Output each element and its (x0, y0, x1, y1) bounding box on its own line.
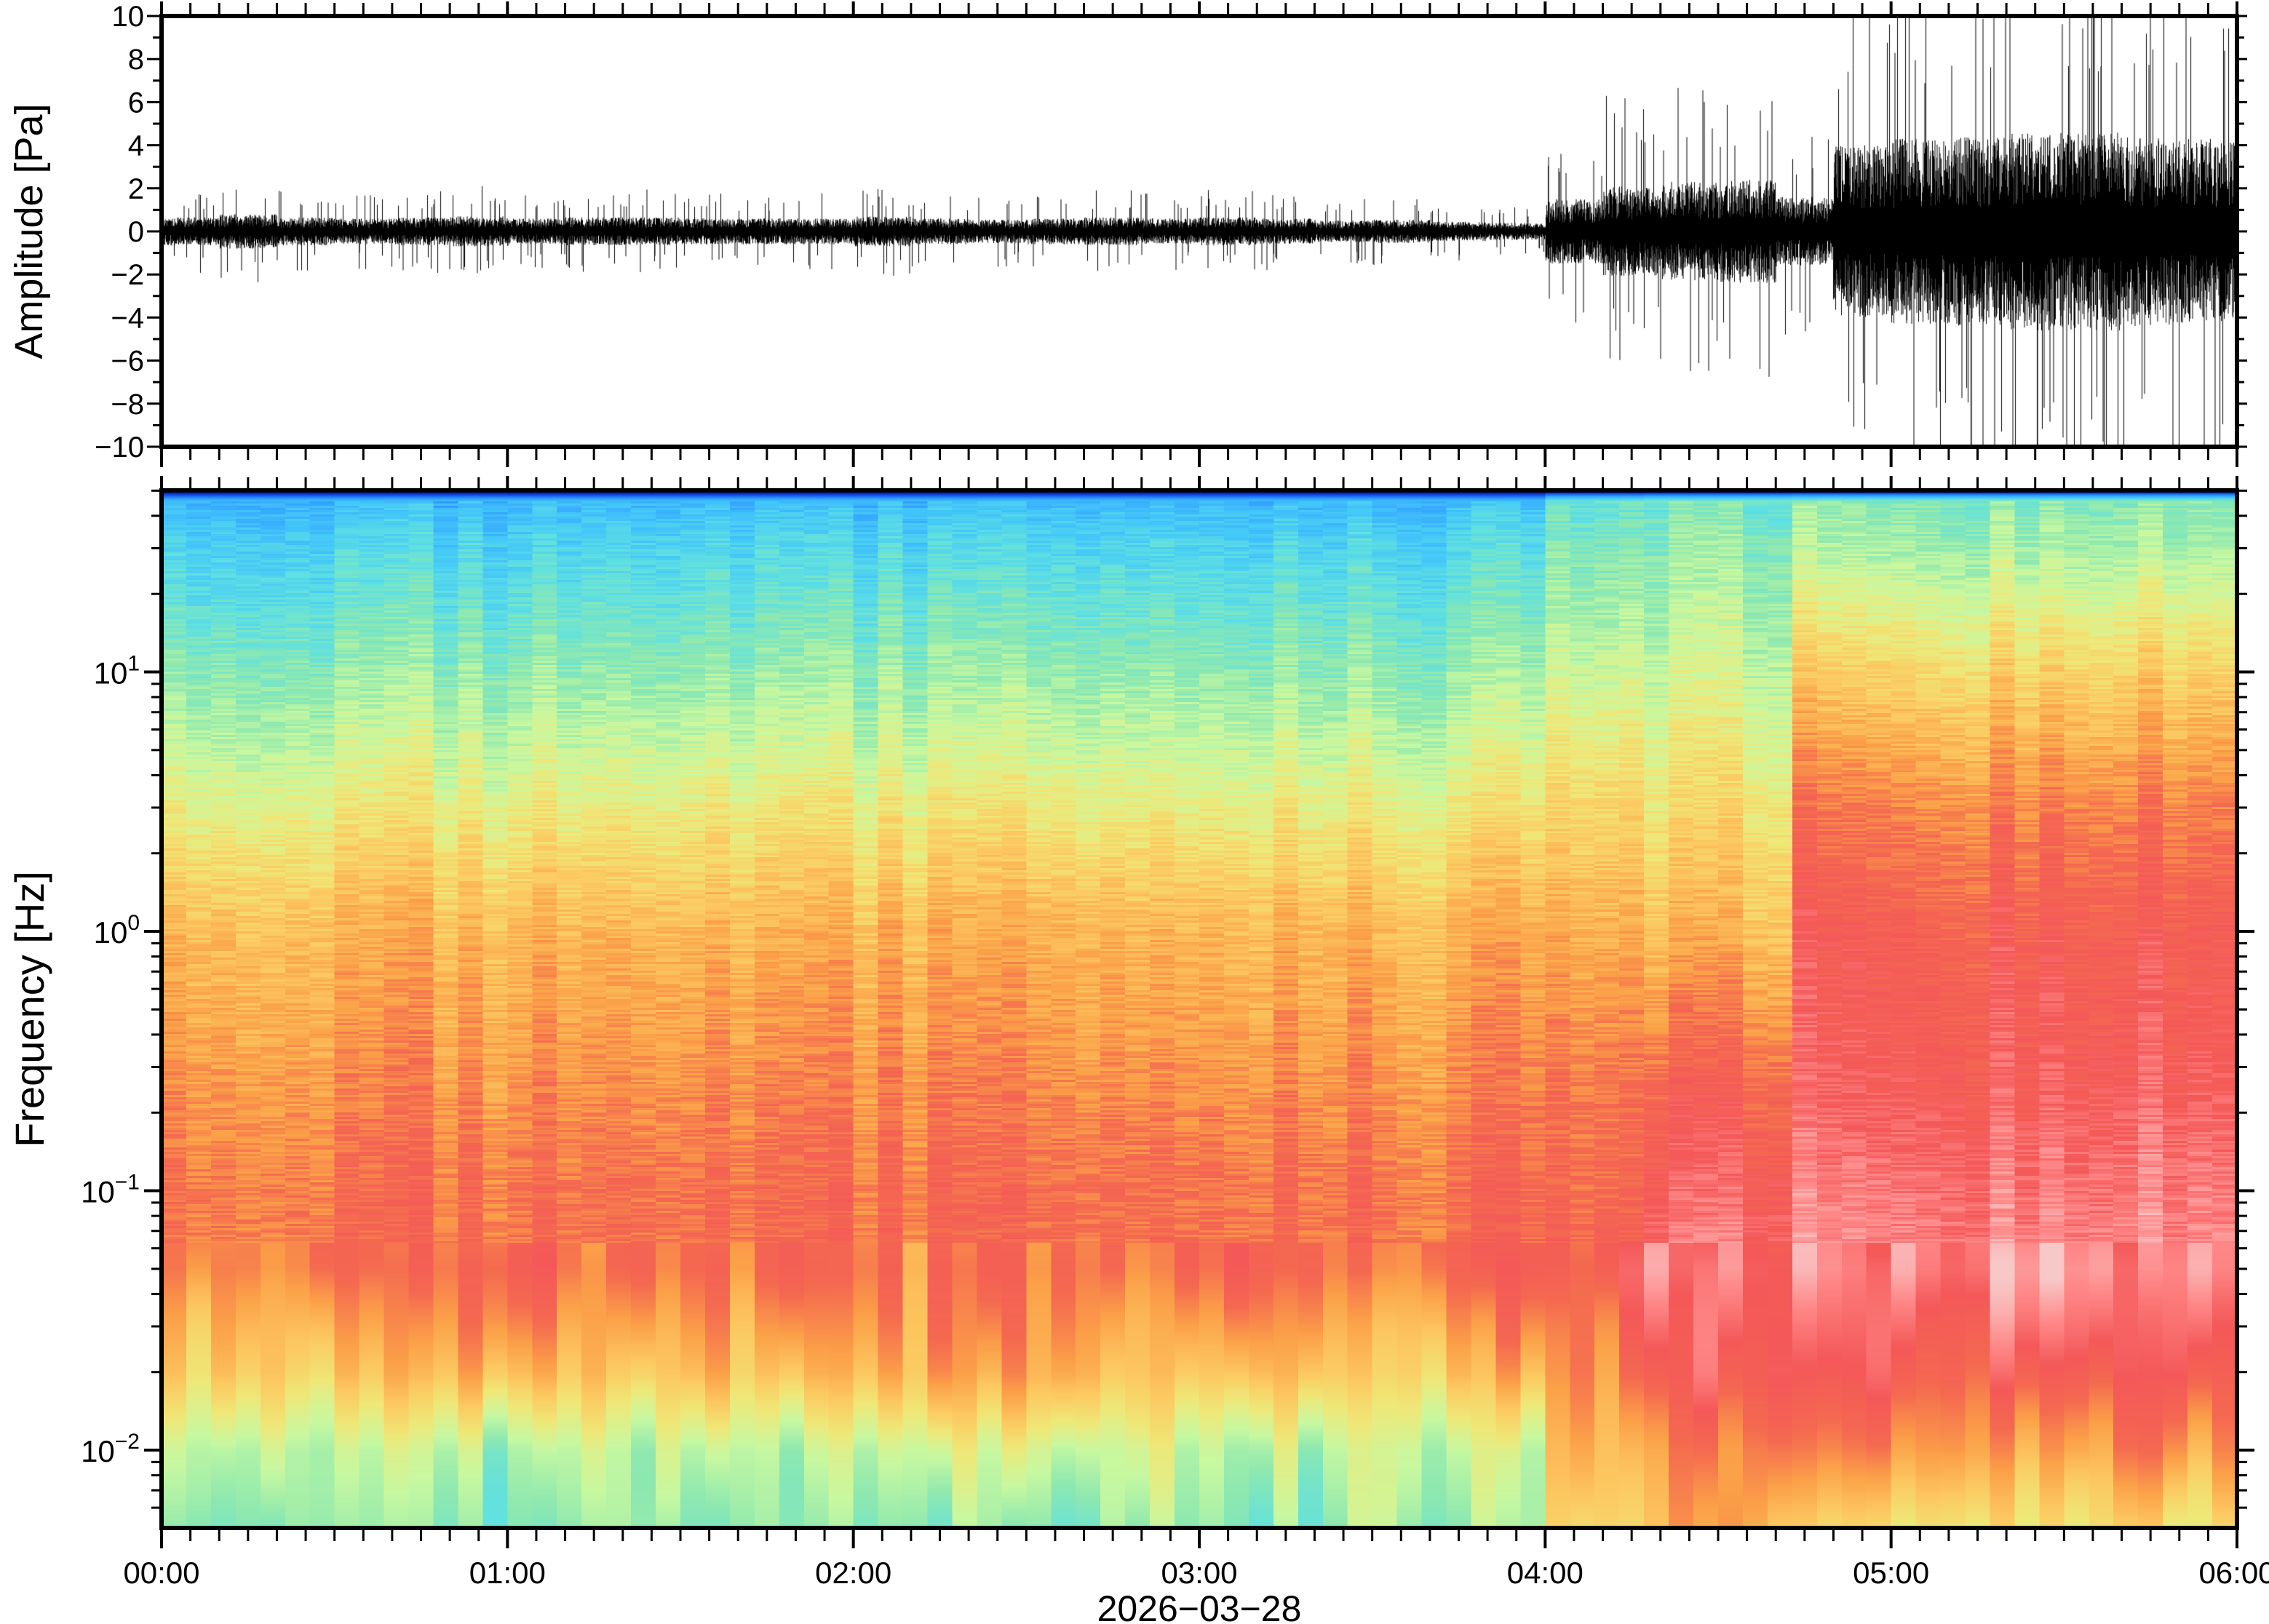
tick-base: 10 (94, 915, 128, 950)
time-tick-label: 06:00 (2198, 1556, 2269, 1590)
frequency-axis-label: Frequency [Hz] (7, 871, 52, 1147)
amplitude-tick-label: 10 (112, 1, 145, 33)
time-tick-label: 03:00 (1161, 1556, 1237, 1590)
amplitude-tick-label: 0 (128, 216, 144, 248)
spectrogram-frame (159, 488, 2239, 1530)
waveform-trace (162, 16, 2237, 447)
frequency-tick-label: 10−2 (81, 1430, 140, 1468)
tick-exponent: 1 (127, 652, 140, 676)
amplitude-tick-label: −8 (111, 389, 144, 421)
amplitude-tick-label: 2 (128, 173, 144, 205)
amplitude-tick-label: −6 (111, 346, 144, 378)
amplitude-tick-label: 6 (128, 87, 144, 119)
time-tick-label: 01:00 (469, 1556, 546, 1590)
waveform-frame (159, 14, 2239, 449)
amplitude-tick-label: 8 (128, 44, 144, 76)
amplitude-axis-label: Amplitude [Pa] (7, 103, 51, 359)
tick-base: 10 (81, 1175, 115, 1209)
frequency-tick-label: 100 (94, 911, 140, 950)
frequency-tick-label: 101 (94, 652, 140, 690)
amplitude-tick-label: −2 (111, 259, 144, 291)
date-axis-label: 2026−03−28 (1097, 1588, 1302, 1624)
tick-exponent: 0 (127, 911, 140, 935)
amplitude-tick-label: 4 (128, 130, 144, 162)
amplitude-tick-label: −4 (111, 302, 144, 334)
tick-exponent: −2 (115, 1430, 140, 1454)
time-tick-label: 00:00 (123, 1556, 199, 1590)
tick-base: 10 (94, 656, 128, 690)
frequency-tick-label: 10−1 (81, 1171, 140, 1209)
tick-exponent: −1 (115, 1171, 140, 1195)
time-tick-label: 04:00 (1507, 1556, 1583, 1590)
time-tick-label: 05:00 (1853, 1556, 1929, 1590)
amplitude-tick-label: −10 (95, 431, 144, 463)
tick-base: 10 (81, 1434, 115, 1468)
time-tick-label: 02:00 (815, 1556, 891, 1590)
spectrogram-image (162, 490, 2237, 1528)
